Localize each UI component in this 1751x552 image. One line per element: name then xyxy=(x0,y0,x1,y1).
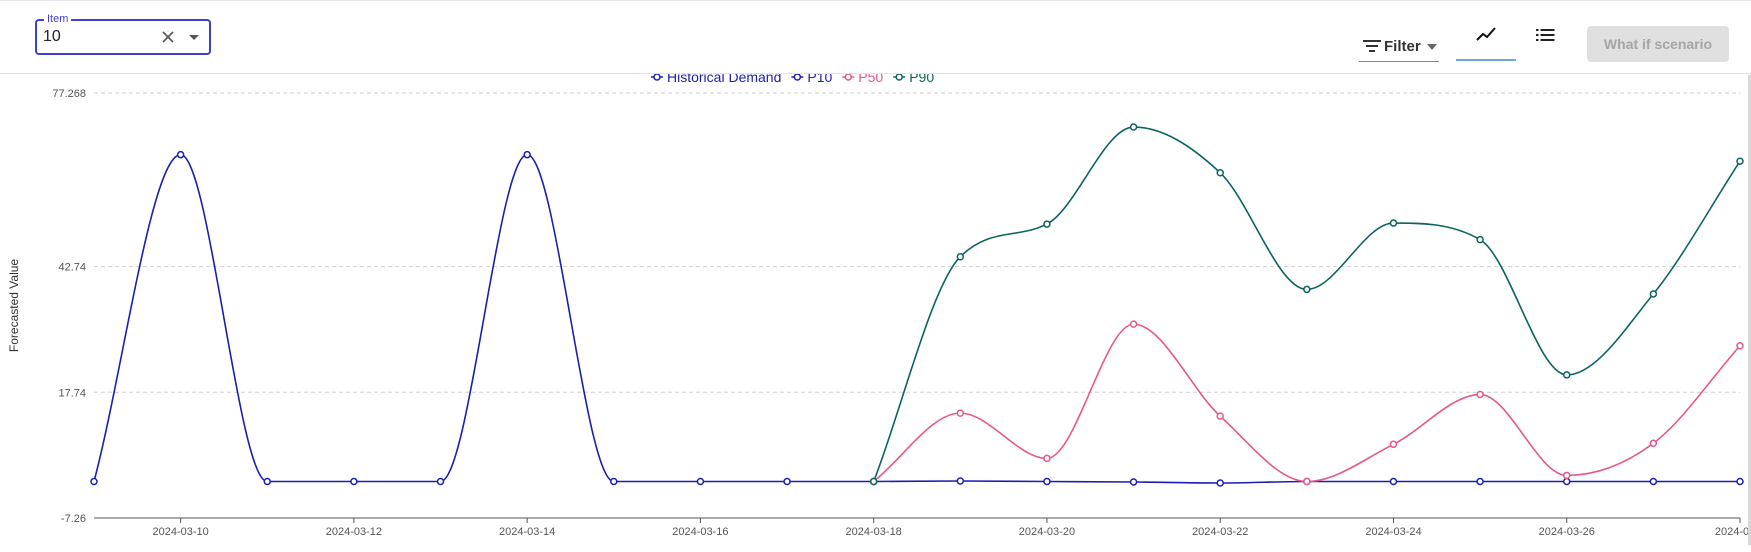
data-point-p50 xyxy=(956,409,965,417)
x-tick-label: 2024-03-26 xyxy=(1539,526,1595,538)
series-line-historical-demand xyxy=(93,153,874,483)
data-point-p50 xyxy=(1216,412,1224,420)
legend-marker-p90 xyxy=(895,74,903,81)
data-point-p90 xyxy=(1649,290,1658,298)
legend-marker-historical-demand xyxy=(653,74,661,81)
data-point-historical-demand xyxy=(783,477,791,486)
what-if-scenario-button[interactable]: What if scenario xyxy=(1587,26,1729,62)
close-icon[interactable] xyxy=(159,28,177,46)
data-point-p10 xyxy=(1129,478,1138,486)
data-point-p50 xyxy=(1649,439,1658,448)
chevron-down-icon xyxy=(1427,44,1437,50)
list-icon xyxy=(1536,29,1555,41)
list-view-tab[interactable] xyxy=(1532,23,1562,51)
y-tick-label: 77.268 xyxy=(52,88,86,100)
data-point-historical-demand xyxy=(176,150,185,159)
filter-button[interactable]: Filter xyxy=(1359,33,1439,62)
line-view-tab[interactable] xyxy=(1456,19,1516,61)
legend-label-p50: P50 xyxy=(858,74,883,85)
forecast-chart: -7.26 17.74 42.74 77.268 2024-03-10 2024-03-1… xyxy=(7,74,1751,538)
item-field-label: Item xyxy=(44,13,72,25)
legend-label-p90: P90 xyxy=(909,74,934,85)
data-point-p50 xyxy=(1736,341,1744,350)
data-point-historical-demand xyxy=(610,477,618,486)
data-point-p90 xyxy=(869,477,878,486)
x-tick-label: 2024-03-14 xyxy=(499,526,555,538)
x-tick-label: 2024-03-22 xyxy=(1192,526,1248,538)
item-select-field[interactable]: Item xyxy=(35,13,211,55)
data-point-p90 xyxy=(1389,219,1398,227)
data-point-p10 xyxy=(1216,479,1224,487)
data-point-p10 xyxy=(1476,477,1484,486)
data-point-p90 xyxy=(956,252,965,261)
legend-label-p10: P10 xyxy=(807,74,832,85)
x-tick-label: 2024-03-20 xyxy=(1019,526,1075,538)
dropdown-arrow-icon[interactable] xyxy=(185,28,203,46)
data-point-p10 xyxy=(1389,477,1398,486)
data-point-p90 xyxy=(1303,285,1311,294)
data-point-historical-demand xyxy=(90,477,98,486)
legend-label-historical-demand: Historical Demand xyxy=(667,74,781,85)
y-tick-label: -7.26 xyxy=(61,513,86,525)
x-tick-label: 2024-03-10 xyxy=(152,526,208,538)
data-point-p10 xyxy=(956,477,965,485)
item-input[interactable] xyxy=(43,28,143,46)
data-point-p10 xyxy=(1649,477,1658,486)
data-point-historical-demand xyxy=(263,477,272,486)
toolbar: Item Filter What if scenario xyxy=(0,1,1751,74)
legend-marker-p10 xyxy=(793,74,802,81)
data-point-p50 xyxy=(1476,390,1484,399)
data-point-p90 xyxy=(1216,169,1224,177)
scrollbar[interactable] xyxy=(1748,75,1751,545)
line-chart-icon xyxy=(1476,27,1496,41)
y-tick-label: 42.74 xyxy=(58,262,86,274)
data-point-p90 xyxy=(1129,123,1138,131)
data-point-p50 xyxy=(1303,477,1311,486)
y-axis-label: Forecasted Value xyxy=(7,259,21,352)
data-point-p50 xyxy=(1389,440,1398,449)
data-point-historical-demand xyxy=(350,477,358,486)
data-point-p50 xyxy=(1129,320,1138,328)
x-tick-label: 2024-03-24 xyxy=(1365,526,1421,538)
x-tick-label: 2024-03-16 xyxy=(672,526,728,538)
x-tick-label: 2024-03-18 xyxy=(846,526,902,538)
y-tick-label: 17.74 xyxy=(58,387,86,399)
data-point-p90 xyxy=(1562,371,1571,379)
series-line-p90 xyxy=(872,126,1741,482)
x-tick-label: 2024-03-2 xyxy=(1715,526,1751,538)
data-point-historical-demand xyxy=(523,150,531,159)
data-point-p50 xyxy=(1562,471,1571,480)
x-tick-label: 2024-03-12 xyxy=(326,526,382,538)
data-point-p90 xyxy=(1043,220,1051,228)
data-point-p10 xyxy=(1736,477,1744,486)
data-point-historical-demand xyxy=(436,477,445,486)
data-point-p50 xyxy=(1043,454,1051,463)
legend-marker-p50 xyxy=(844,74,853,81)
filter-icon xyxy=(1363,40,1381,52)
series-line-p50 xyxy=(873,323,1741,483)
data-point-p10 xyxy=(1043,477,1051,486)
filter-label: Filter xyxy=(1384,38,1421,55)
data-point-p90 xyxy=(1476,235,1484,244)
data-point-historical-demand xyxy=(696,477,705,486)
top-border xyxy=(0,0,1751,1)
data-point-p10 xyxy=(1562,477,1571,486)
data-point-p90 xyxy=(1736,157,1744,165)
